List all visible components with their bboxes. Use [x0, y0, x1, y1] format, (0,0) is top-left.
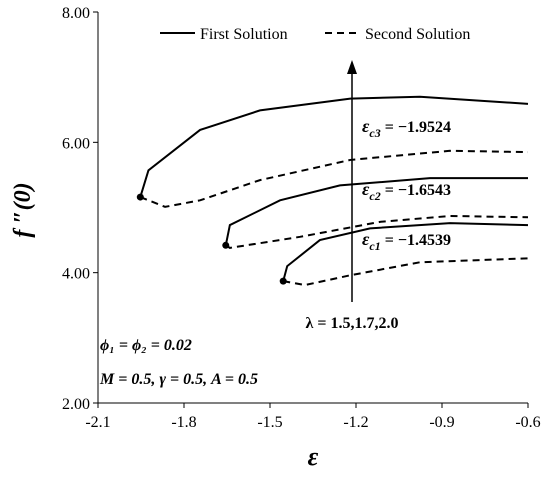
y-tick-label: 6.00 — [62, 135, 90, 152]
y-axis-label: f ″(0) — [10, 182, 36, 237]
x-tick-label: -0.9 — [429, 414, 454, 431]
arrow-head — [347, 60, 357, 74]
symbol: ε — [362, 116, 370, 136]
y-tick-label: 2.00 — [62, 396, 90, 413]
param-label: ϕ₁ = ϕ₂ = 0.02 — [100, 337, 192, 354]
legend-label: First Solution — [200, 26, 288, 43]
subscript: c3 — [369, 126, 380, 140]
critical-label: εc2 = −1.6543 — [362, 179, 451, 203]
symbol: ε — [362, 179, 370, 199]
value: = −1.4539 — [381, 232, 451, 249]
curve — [224, 177, 528, 246]
legend-label: Second Solution — [365, 26, 470, 43]
x-tick-label: -2.1 — [85, 414, 110, 431]
subscript: c1 — [369, 239, 380, 253]
critical-point — [136, 193, 144, 201]
curve — [225, 214, 529, 249]
subscript: c2 — [369, 189, 380, 203]
critical-point — [279, 277, 287, 285]
value: = −1.9524 — [381, 119, 451, 136]
x-tick-label: -1.2 — [343, 414, 368, 431]
curve — [282, 222, 529, 282]
value: = −1.6543 — [381, 182, 451, 199]
critical-point — [222, 241, 230, 249]
critical-label: εc3 = −1.9524 — [362, 116, 451, 140]
x-tick-label: -1.8 — [171, 414, 196, 431]
y-tick-label: 4.00 — [62, 266, 90, 283]
symbol: ε — [362, 229, 370, 249]
critical-label: εc1 = −1.4539 — [362, 229, 451, 253]
lambda-label: λ = 1.5,1.7,2.0 — [306, 315, 399, 332]
curve — [139, 95, 529, 198]
x-tick-label: -0.6 — [515, 414, 540, 431]
param-label: M = 0.5, γ = 0.5, A = 0.5 — [99, 371, 258, 388]
curve — [283, 257, 529, 287]
curve — [139, 149, 529, 208]
y-tick-label: 8.00 — [62, 5, 90, 22]
x-tick-label: -1.5 — [257, 414, 282, 431]
x-axis-label: ε — [308, 442, 319, 471]
